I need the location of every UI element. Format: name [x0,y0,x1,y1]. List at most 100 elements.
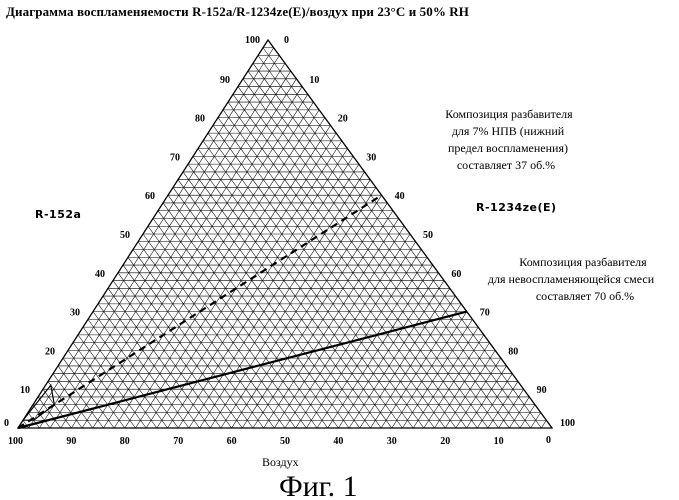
grid-line [541,420,547,429]
grid-line [97,303,190,429]
grid-line [284,233,411,429]
bottom-tick-label: 30 [387,436,397,447]
grid-line [262,47,542,429]
grid-line [157,210,318,429]
grid-line [466,365,507,429]
grid-line [107,288,211,429]
grid-line [72,342,136,429]
right-tick-label: 70 [480,308,490,319]
left-tick-label: 30 [70,308,80,319]
apex-label-top-left: 100 [245,35,260,46]
diagram-title: Диаграмма воспламеняемости R-152a/R-1234… [6,4,469,19]
right-tick-label: 30 [366,152,376,163]
figure-caption: Фиг. 1 [279,470,358,500]
grid-line [92,94,308,429]
flammable-envelope [21,383,56,421]
grid-line [412,326,479,429]
axis-label-r1234ze: R-1234ze(E) [476,201,557,214]
grid-line [127,257,254,429]
grid-line [210,179,371,429]
bottom-tick-label: 20 [440,436,450,447]
grid-line [199,171,365,429]
grid-line [359,288,450,429]
grid-line [102,295,200,429]
grid-line [487,381,519,429]
left-tick-label: 40 [95,269,105,280]
tick-labels: 90 80 70 60 50 40 30 20 10 10 20 30 40 50 60 70 80 90 90 80… [20,75,547,447]
grid-line [177,156,354,429]
apex-label-top-right: 0 [284,35,289,46]
grid-line [380,303,462,429]
left-tick-label: 50 [120,230,130,241]
grid-line [509,396,530,429]
annotation-lfl-line-3: предел воспламенения) [448,141,568,155]
grid-line [242,202,388,429]
grid-line [162,202,328,429]
grid-line [252,210,394,429]
annotation-lfl-line-1: Композиция разбавителя [445,107,573,121]
bottom-tick-label: 50 [280,436,290,447]
axis-label-air: Воздух [262,455,299,469]
grid-line [137,241,275,429]
grid-line [274,226,405,429]
bottom-tick-label: 40 [333,436,343,447]
right-tick-label: 20 [338,114,348,125]
grid-line [112,280,222,429]
apex-label-right-top: 100 [560,418,575,429]
grid-line [498,389,524,429]
grid-line [423,334,485,429]
grid-line [156,140,343,429]
grid-line [444,350,496,429]
grid-line [519,404,536,429]
grid-line [57,365,104,429]
grid-line [192,156,393,429]
grid-line [47,381,83,429]
bottom-tick-label: 70 [173,436,183,447]
grid-line [67,350,126,429]
right-tick-label: 10 [309,75,319,86]
grid-line [28,47,274,429]
triangle-grid [22,47,547,429]
apex-label-right-bottom: 0 [546,435,551,446]
grid-line [42,389,72,429]
grid-line [87,319,168,429]
grid-line [52,373,93,429]
annotation-nonflammable-line-2: для невоспламеняющейся смеси [488,272,655,286]
grid-line [62,357,115,429]
grid-line [132,249,264,429]
annotation-nonflammable-line-1: Композиция разбавителя [519,255,647,269]
grid-line [370,295,456,429]
left-tick-label: 70 [170,152,180,163]
nonflammable-dilution-line [17,310,468,430]
grid-line [477,373,513,429]
grid-line [455,358,502,429]
chart-marks [17,194,468,430]
right-tick-label: 90 [537,385,547,396]
grid-line [212,125,435,429]
grid-line [113,109,320,429]
grid-line [338,272,439,429]
grid-line [434,342,490,429]
grid-line [182,171,371,429]
annotation-nonflammable-line-3: составляет 70 об.% [536,289,634,303]
left-tick-label: 10 [20,385,30,396]
grid-line [530,412,541,429]
grid-line [117,272,232,429]
bottom-tick-label: 80 [120,436,130,447]
grid-line [32,404,51,429]
grid-line [242,78,499,429]
grid-line [252,63,521,429]
grid-line [222,109,457,429]
annotation-lfl-line-4: составляет 37 об.% [457,158,555,172]
grid-line [147,226,296,429]
grid-line [142,233,286,429]
right-tick-label: 40 [395,191,405,202]
grid-line [402,319,473,429]
annotation-nonflammable: Композиция разбавителя для невоспламеняю… [488,255,655,303]
grid-line [202,140,414,429]
grid-line [122,264,243,429]
grid-line [82,326,158,429]
grid-line [77,334,147,429]
